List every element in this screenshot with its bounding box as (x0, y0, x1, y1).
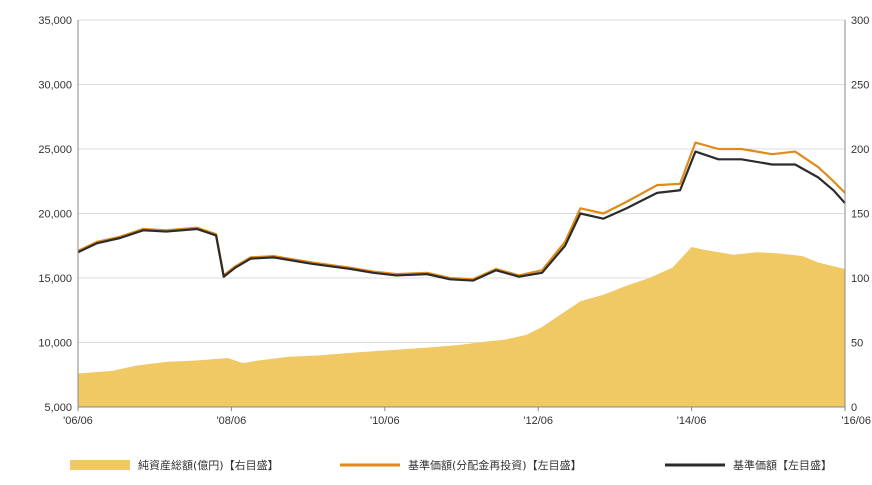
left-tick-label: 30,000 (38, 80, 72, 92)
right-tick-label: 0 (851, 402, 857, 414)
right-tick-label: 300 (851, 15, 869, 27)
legend-swatch-area (70, 460, 130, 470)
left-tick-label: 25,000 (38, 144, 72, 156)
legend-label: 純資産総額(億円)【右目盛】 (138, 458, 279, 472)
nav-line (77, 150, 846, 282)
left-tick-label: 20,000 (38, 209, 72, 221)
legend-label: 基準価額(分配金再投資)【左目盛】 (408, 458, 582, 472)
x-tick-label: '14/06 (677, 415, 707, 427)
x-tick-label: '16/06 (841, 415, 871, 427)
left-axis-ticks: 5,000 10,000 15,000 20,000 25,000 30,000 35,00… (38, 15, 72, 414)
right-tick-label: 150 (851, 209, 869, 221)
left-tick-label: 35,000 (38, 15, 72, 27)
legend: 純資産総額(億円)【右目盛】 基準価額(分配金再投資)【左目盛】 基準価額【左目盛】 (70, 458, 832, 472)
line-layer (77, 141, 846, 282)
right-tick-label: 50 (851, 338, 863, 350)
right-tick-label: 100 (851, 273, 869, 285)
axes (77, 20, 846, 408)
right-tick-label: 250 (851, 80, 869, 92)
x-tick-label: '08/06 (217, 415, 247, 427)
x-tick-label: '06/06 (63, 415, 93, 427)
right-axis-ticks: 0 50 100 150 200 250 300 (851, 15, 869, 414)
x-axis-ticks: '06/06 '08/06 '10/06 '12/06 '14/06 '16/06 (63, 407, 871, 427)
x-tick-label: '12/06 (523, 415, 553, 427)
left-tick-label: 15,000 (38, 273, 72, 285)
nav-reinvested-line (77, 141, 846, 281)
left-tick-label: 5,000 (44, 402, 72, 414)
net-assets-area (78, 247, 845, 407)
legend-label: 基準価額【左目盛】 (733, 458, 832, 472)
area-layer (78, 247, 845, 407)
left-tick-label: 10,000 (38, 338, 72, 350)
right-tick-label: 200 (851, 144, 869, 156)
x-tick-label: '10/06 (370, 415, 400, 427)
